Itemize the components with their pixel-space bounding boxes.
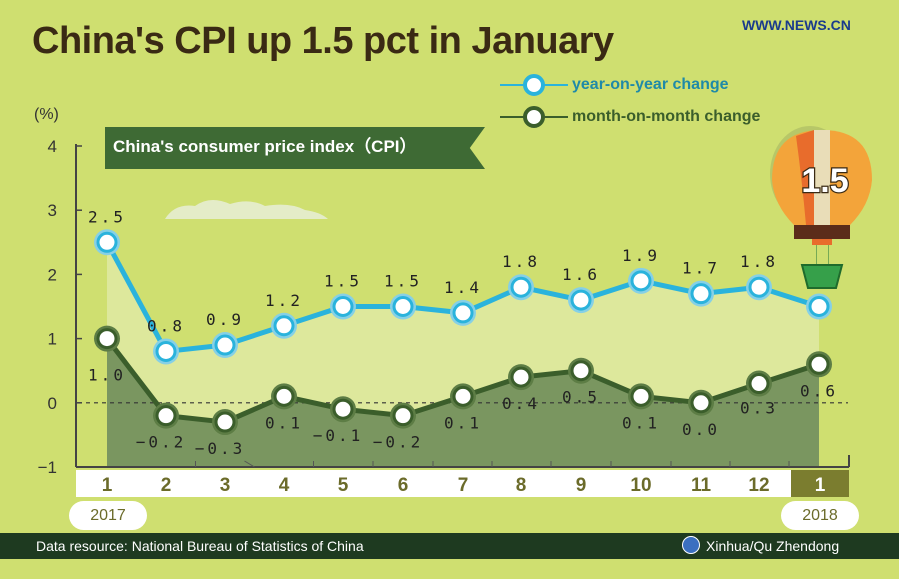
mom-point [392,405,414,427]
yoy-legend-marker-icon [500,74,568,96]
mom-data-label: 0.1 [265,413,303,432]
balloon-stripe [814,130,830,225]
yoy-data-label: 1.5 [324,272,362,291]
x-tick-label: 12 [748,475,769,496]
yoy-point [690,283,712,305]
data-source: Data resource: National Bureau of Statis… [36,538,364,554]
x-tick [244,460,255,468]
mom-data-label: 0.5 [562,388,600,407]
x-tick-label: 4 [279,475,290,496]
page-title: China's CPI up 1.5 pct in January [32,20,614,62]
mom-point [510,366,532,388]
yoy-point [510,276,532,298]
legend-mom: month-on-month change [500,106,760,128]
x-tick-label: 3 [220,475,231,496]
mom-point [155,405,177,427]
legend-mom-label: month-on-month change [572,108,761,125]
yoy-data-label: 1.8 [740,252,778,271]
mom-point [452,385,474,407]
mom-data-label: 1.0 [88,366,126,385]
yoy-data-label: 1.5 [384,272,422,291]
mom-point [214,411,236,433]
mom-data-label: −0.3 [195,439,246,458]
site-logo: WWW.NEWS.CN [742,17,851,33]
yoy-point [214,334,236,356]
mom-point [630,385,652,407]
x-tick-label: 8 [516,475,527,496]
mom-data-label: −0.2 [136,433,187,452]
year-2017: 2017 [69,501,147,530]
x-label-current [791,470,849,497]
balloon-value: 1.5 [801,162,848,200]
mom-point [690,392,712,414]
mom-legend-marker-icon [500,106,568,128]
y-tick-label: 3 [48,201,57,220]
chart-banner: China's consumer price index（CPI） [105,127,485,169]
yoy-point [808,296,830,317]
yoy-point [452,302,474,324]
mom-data-label: −0.1 [313,426,364,445]
footer: Data resource: National Bureau of Statis… [0,533,899,559]
year-2018: 2018 [781,501,859,530]
mom-point [748,373,770,395]
yoy-point [332,296,354,317]
x-tick-label: 7 [458,475,469,496]
mom-data-label: 0.3 [740,399,778,418]
mom-point [808,353,830,375]
mom-point [332,398,354,420]
yoy-point [570,289,592,311]
balloon-stripe [796,130,814,225]
yoy-data-label: 1.7 [682,259,720,278]
balloon-band [794,225,850,239]
x-tick-label: 6 [398,475,409,496]
mom-data-label: 0.0 [682,420,720,439]
balloon-rope [828,245,829,265]
mom-data-label: 0.6 [800,381,838,400]
yoy-data-label: 0.9 [206,310,244,329]
yoy-data-label: 0.8 [147,316,185,335]
y-axis-unit: (%) [34,106,59,123]
yoy-data-label: 1.4 [444,278,482,297]
x-tick-label: 2 [161,475,172,496]
mom-data-label: −0.2 [373,433,424,452]
yoy-point [155,340,177,362]
y-tick-label: −1 [38,458,57,477]
yoy-data-label: 2.5 [88,207,126,226]
yoy-data-label: 1.8 [502,252,540,271]
yoy-data-label: 1.2 [265,291,303,310]
x-tick-label: 1 [815,475,826,496]
yoy-point [273,315,295,337]
basket-icon [800,264,844,289]
y-tick-label: 0 [48,394,57,413]
x-tick-label: 10 [630,475,651,496]
x-tick-label: 9 [576,475,587,496]
mom-data-label: 0.1 [444,413,482,432]
mom-point [96,328,118,350]
balloon-neck [812,239,832,245]
mom-data-label: 0.1 [622,413,660,432]
x-tick-label: 1 [102,475,113,496]
balloon-rope [816,245,817,265]
mom-point [570,360,592,382]
y-tick-label: 2 [48,265,57,284]
credit: Xinhua/Qu Zhendong [706,538,840,554]
yoy-point [748,276,770,298]
yoy-point [392,296,414,317]
xinhua-logo-icon [682,536,700,554]
cloud-decoration [165,199,328,219]
x-tick-label: 5 [338,475,349,496]
y-tick-label: 1 [48,330,57,349]
legend-yoy: year-on-year change [500,74,729,96]
yoy-data-label: 1.6 [562,265,600,284]
x-tick-label: 11 [691,475,712,496]
x-label-strip [76,470,791,497]
mom-data-label: 0.4 [502,394,540,413]
yoy-data-label: 1.9 [622,246,660,265]
y-tick-label: 4 [48,137,57,156]
yoy-point [96,231,118,253]
yoy-point [630,270,652,292]
legend-yoy-label: year-on-year change [572,76,729,93]
mom-point [273,385,295,407]
